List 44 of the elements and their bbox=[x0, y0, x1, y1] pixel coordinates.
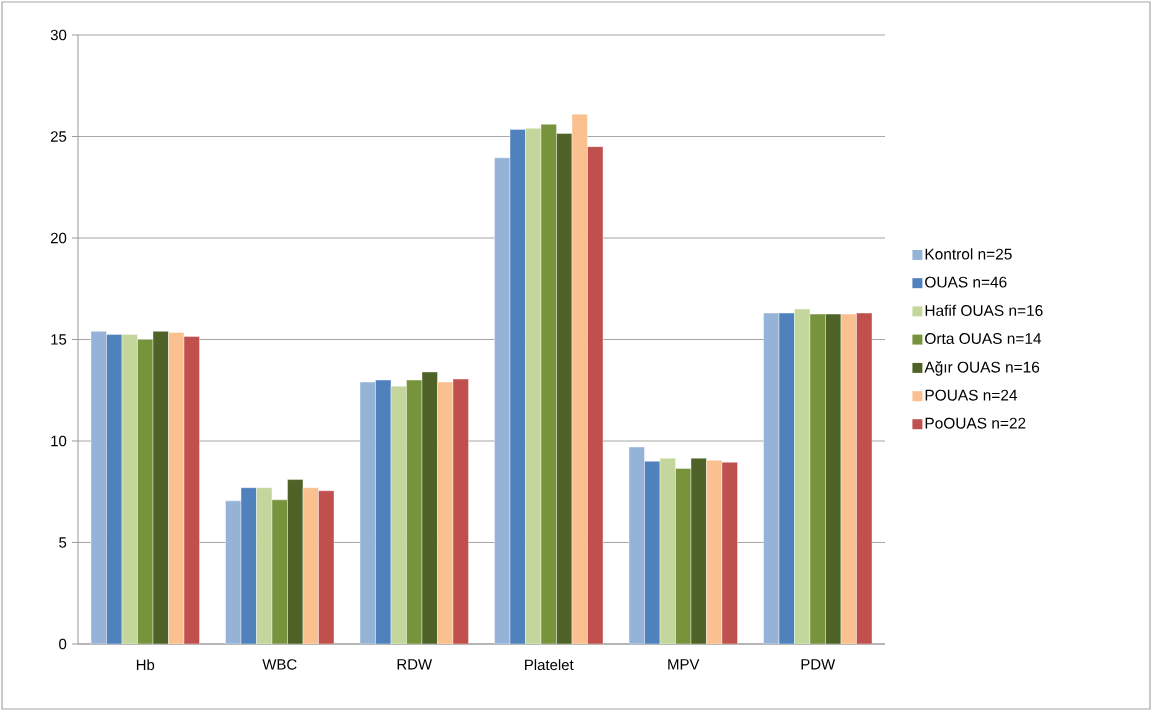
bar bbox=[587, 146, 604, 644]
bar bbox=[856, 312, 873, 644]
y-tick-label: 15 bbox=[51, 334, 67, 345]
bar bbox=[256, 487, 273, 644]
bar bbox=[556, 133, 573, 644]
bar bbox=[318, 490, 335, 644]
y-tick-label: 0 bbox=[59, 638, 67, 650]
legend-label: Orta OUAS n=14 bbox=[925, 333, 1042, 345]
x-tick-label: RDW bbox=[397, 659, 433, 670]
bar bbox=[437, 381, 454, 644]
bar bbox=[421, 371, 438, 644]
legend-label: POUAS n=24 bbox=[925, 389, 1018, 401]
x-tick-label: Platelet bbox=[525, 659, 574, 671]
bar bbox=[794, 308, 811, 644]
y-tick-label: 25 bbox=[50, 131, 67, 142]
bar bbox=[494, 157, 511, 644]
bar bbox=[390, 385, 407, 644]
x-tick-label: MPV bbox=[668, 659, 700, 670]
legend-label: Hafif OUAS n=16 bbox=[925, 304, 1043, 317]
y-tick-label: 30 bbox=[50, 29, 67, 41]
bar bbox=[571, 113, 588, 644]
legend-label: Ağır OUAS n=16 bbox=[924, 361, 1040, 376]
y-tick-label: 5 bbox=[59, 537, 67, 548]
y-tick-label: 10 bbox=[51, 435, 67, 447]
bar bbox=[525, 128, 542, 644]
bar bbox=[121, 334, 138, 644]
bar bbox=[840, 313, 857, 644]
bar bbox=[90, 331, 107, 644]
x-tick-label: Hb bbox=[136, 659, 155, 671]
bar bbox=[359, 381, 376, 644]
bar bbox=[152, 331, 169, 644]
legend-label: PoOUAS n=22 bbox=[925, 417, 1026, 429]
bar bbox=[825, 313, 842, 644]
legend-label: Kontrol n=25 bbox=[925, 248, 1012, 260]
bar bbox=[287, 479, 304, 644]
x-tick-label: PDW bbox=[801, 659, 836, 670]
bar bbox=[183, 336, 200, 644]
bar bbox=[452, 378, 469, 644]
y-tick-label: 20 bbox=[50, 232, 67, 244]
bar bbox=[763, 312, 780, 644]
bar bbox=[168, 332, 185, 644]
legend-label: OUAS n=46 bbox=[925, 276, 1007, 288]
bar bbox=[302, 487, 319, 644]
x-tick-label: WBC bbox=[262, 659, 297, 670]
